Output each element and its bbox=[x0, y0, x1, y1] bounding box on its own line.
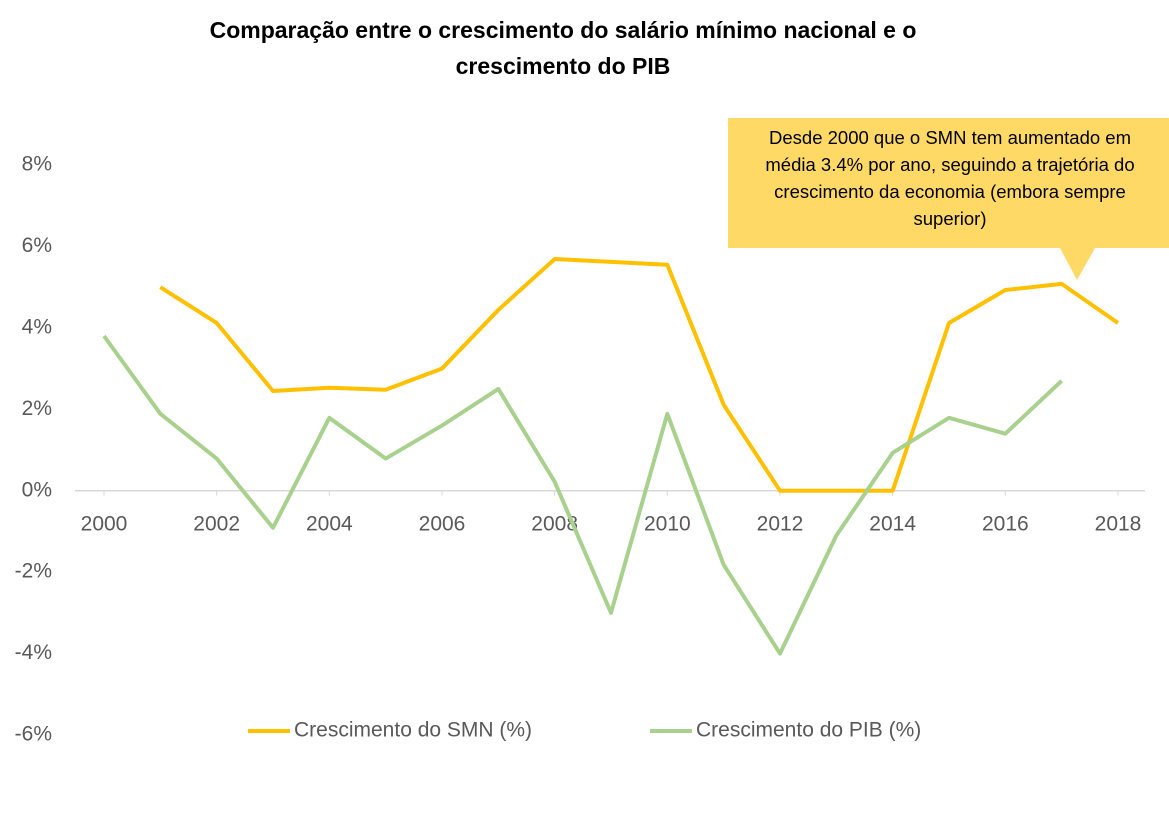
x-tick-label: 2012 bbox=[757, 512, 804, 535]
y-tick-label: 6% bbox=[22, 234, 52, 257]
x-tick-label: 2008 bbox=[531, 512, 578, 535]
y-tick-label: -2% bbox=[15, 560, 52, 583]
annotation: Desde 2000 que o SMN tem aumentado em mé… bbox=[765, 127, 1135, 229]
x-tick-label: 2016 bbox=[982, 512, 1029, 535]
y-tick-label: -6% bbox=[15, 723, 52, 746]
chart-title: Comparação entre o crescimento do salári… bbox=[209, 17, 917, 79]
x-tick-label: 2018 bbox=[1095, 512, 1142, 535]
x-tick-label: 2000 bbox=[81, 512, 128, 535]
y-tick-label: 4% bbox=[22, 315, 52, 338]
legend-label: Crescimento do SMN (%) bbox=[294, 719, 532, 742]
legend-label: Crescimento do PIB (%) bbox=[696, 719, 921, 742]
y-tick-label: 8% bbox=[22, 153, 52, 176]
series-line bbox=[159, 257, 1120, 493]
y-tick-label: 0% bbox=[22, 478, 52, 501]
x-tick-label: 2004 bbox=[306, 512, 353, 535]
y-tick-label: -4% bbox=[15, 641, 52, 664]
series-line bbox=[102, 334, 1064, 656]
x-tick-label: 2010 bbox=[644, 512, 691, 535]
x-tick-label: 2014 bbox=[869, 512, 916, 535]
x-tick-label: 2006 bbox=[419, 512, 466, 535]
y-tick-label: 2% bbox=[22, 397, 52, 420]
callout-box bbox=[728, 118, 1169, 280]
x-tick-label: 2002 bbox=[193, 512, 240, 535]
